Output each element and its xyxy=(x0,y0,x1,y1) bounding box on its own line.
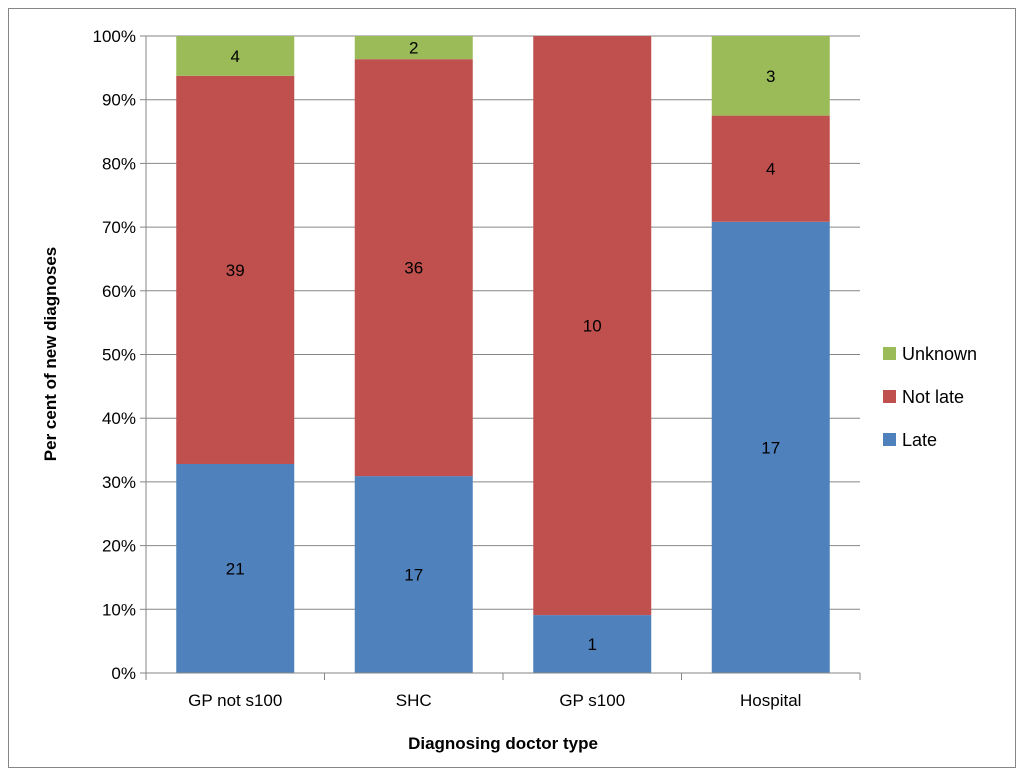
x-tick-label: GP not s100 xyxy=(188,691,282,710)
bar-segment-unknown xyxy=(711,36,830,116)
bar-segment-late xyxy=(176,463,295,673)
y-tick-label: 0% xyxy=(111,664,136,683)
legend-swatch xyxy=(883,390,896,403)
y-tick-label: 100% xyxy=(93,27,136,46)
bar-segment-unknown xyxy=(176,36,295,76)
data-label: 1 xyxy=(588,635,597,654)
x-tick-label: GP s100 xyxy=(559,691,625,710)
legend-label: Not late xyxy=(902,387,964,407)
data-label: 2 xyxy=(409,39,418,58)
y-tick-label: 60% xyxy=(102,282,136,301)
bar-segment-late xyxy=(354,476,473,673)
y-tick-label: 30% xyxy=(102,473,136,492)
legend-swatch xyxy=(883,433,896,446)
x-tick-label: Hospital xyxy=(740,691,801,710)
data-label: 17 xyxy=(761,438,780,457)
bar-segment-unknown xyxy=(354,36,473,60)
y-tick-label: 10% xyxy=(102,600,136,619)
bar-segment-not-late xyxy=(176,75,295,464)
chart-frame xyxy=(8,8,1016,768)
legend-swatch xyxy=(883,347,896,360)
bar-segment-late xyxy=(711,221,830,673)
data-label: 10 xyxy=(583,317,602,336)
bar-segment-not-late xyxy=(354,59,473,477)
y-tick-label: 70% xyxy=(102,218,136,237)
legend: Unknown Not late Late xyxy=(883,344,977,450)
x-axis-title: Diagnosing doctor type xyxy=(408,734,598,753)
y-tick-labels: 0% 10% 20% 30% 40% 50% 60% 70% 80% 90% 100% xyxy=(93,27,136,683)
axes xyxy=(140,35,861,680)
legend-label: Late xyxy=(902,430,937,450)
x-tick-label: SHC xyxy=(396,691,432,710)
y-tick-label: 20% xyxy=(102,537,136,556)
data-label: 39 xyxy=(226,261,245,280)
data-label: 36 xyxy=(404,259,423,278)
data-label: 17 xyxy=(404,566,423,585)
data-label: 3 xyxy=(766,67,775,86)
data-label: 4 xyxy=(231,47,240,66)
y-tick-label: 40% xyxy=(102,409,136,428)
y-tick-label: 90% xyxy=(102,91,136,110)
bar-segment-not-late xyxy=(533,36,652,616)
bar-segment-not-late xyxy=(711,115,830,222)
y-axis-title: Per cent of new diagnoses xyxy=(41,247,60,461)
data-label: 21 xyxy=(226,559,245,578)
y-tick-label: 80% xyxy=(102,154,136,173)
y-tick-label: 50% xyxy=(102,346,136,365)
x-tick-labels: GP not s100 SHC GP s100 Hospital xyxy=(188,691,801,710)
data-label: 4 xyxy=(766,160,775,179)
legend-label: Unknown xyxy=(902,344,977,364)
bar-segment-late xyxy=(533,615,652,673)
